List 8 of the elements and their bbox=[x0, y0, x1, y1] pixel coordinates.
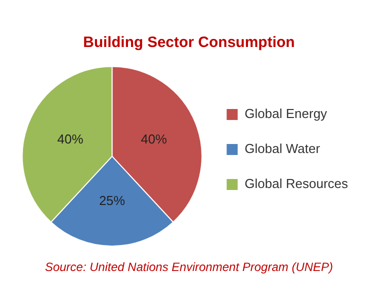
data-label: 25% bbox=[99, 192, 126, 208]
legend-label: Global Water bbox=[244, 141, 321, 156]
chart-title: Building Sector Consumption bbox=[83, 34, 295, 52]
data-label: 40% bbox=[140, 131, 168, 146]
source-note: Source: United Nations Environment Program (UNEP) bbox=[44, 260, 334, 274]
data-label: 40% bbox=[57, 131, 84, 146]
legend-label: Global Energy bbox=[244, 106, 328, 122]
legend-label: Global Resources bbox=[244, 176, 348, 192]
